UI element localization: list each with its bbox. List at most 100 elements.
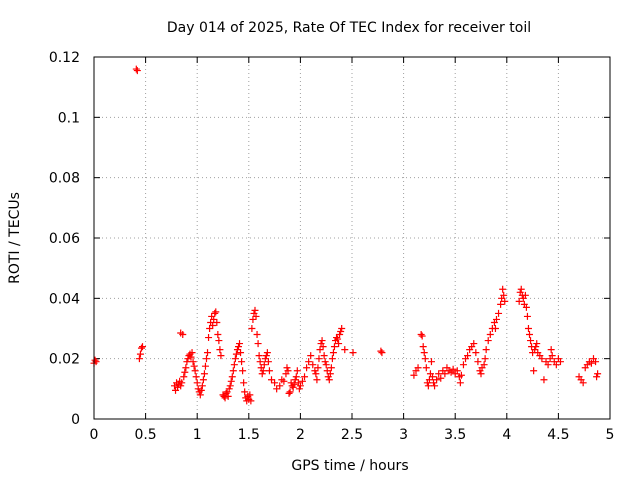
x-tick-label: 5 [606, 427, 615, 443]
roti-point [303, 364, 311, 372]
roti-point [273, 385, 281, 393]
roti-point [262, 352, 270, 360]
roti-point [421, 355, 429, 363]
roti-point [264, 358, 272, 366]
roti-point [377, 347, 385, 355]
roti-point [285, 389, 293, 397]
roti-point [305, 358, 313, 366]
roti-point [334, 335, 342, 343]
roti-point [548, 352, 556, 360]
roti-point [212, 308, 220, 316]
roti-point [314, 364, 322, 372]
roti-point [196, 391, 204, 399]
roti-point [284, 367, 292, 375]
roti-point [133, 67, 141, 75]
y-axis-title: ROTI / TECUs [7, 192, 23, 284]
roti-point [240, 379, 248, 387]
data-points [90, 65, 602, 405]
roti-point [205, 334, 213, 342]
roti-point [540, 376, 548, 384]
roti-point [486, 331, 494, 339]
roti-point [189, 358, 197, 366]
roti-point [523, 312, 531, 320]
roti-point [437, 374, 445, 382]
roti-point [221, 394, 229, 402]
roti-point [137, 344, 145, 352]
roti-point [594, 370, 602, 378]
roti-point [180, 373, 188, 381]
roti-point [459, 361, 467, 369]
roti-point [337, 328, 345, 336]
roti-point [259, 367, 267, 375]
roti-point [215, 337, 223, 345]
roti-point [431, 382, 439, 390]
roti-point [378, 349, 386, 357]
roti-point [316, 346, 324, 354]
roti-point [206, 325, 214, 332]
roti-point [323, 367, 331, 375]
x-axis-tick-labels: 0 0.5 1 1.5 2 2.5 3 3.5 4 4.5 5 [90, 427, 615, 443]
roti-point [204, 349, 212, 357]
roti-point [552, 361, 560, 369]
roti-point [321, 358, 329, 366]
roti-point [428, 373, 436, 381]
roti-point [132, 65, 140, 73]
roti-point [193, 379, 201, 387]
roti-point [191, 367, 199, 375]
roti-point [328, 355, 336, 363]
roti-point [188, 349, 196, 357]
roti-point [497, 300, 505, 308]
roti-point [268, 376, 276, 384]
roti-point [424, 382, 432, 390]
roti-point [326, 370, 334, 378]
roti-point [419, 343, 427, 351]
roti-point [200, 370, 208, 378]
roti-point [225, 385, 233, 393]
roti-point [524, 325, 532, 332]
roti-point [289, 383, 297, 391]
roti-point [533, 340, 541, 348]
roti-point [239, 367, 247, 375]
roti-point [179, 331, 187, 339]
roti-point [182, 364, 190, 372]
roti-point [184, 355, 192, 363]
roti-point [456, 379, 464, 387]
roti-point [255, 352, 263, 360]
roti-point [425, 376, 433, 384]
roti-point [464, 352, 472, 360]
roti-point [178, 379, 186, 387]
roti-point [320, 352, 328, 360]
roti-point [313, 376, 321, 384]
roti-point [330, 343, 338, 351]
roti-point [427, 358, 435, 366]
roti-point [230, 361, 238, 369]
roti-point [477, 370, 485, 378]
roti-point [202, 355, 210, 363]
roti-point [422, 364, 430, 372]
roti-point [227, 377, 235, 385]
roti-point [217, 352, 225, 360]
roti-point [499, 285, 507, 293]
roti-point [307, 352, 315, 360]
roti-point [251, 306, 259, 314]
roti-point [201, 362, 209, 370]
roti-point [495, 309, 503, 317]
roti-point [322, 361, 330, 369]
roti-point [301, 373, 309, 381]
roti-point [587, 359, 595, 367]
roti-point [241, 388, 249, 396]
roti-point [538, 355, 546, 363]
roti-point [312, 370, 320, 378]
roti-point [592, 358, 600, 366]
roti-point [254, 340, 262, 348]
roti-point [420, 349, 428, 357]
roti-point [213, 318, 221, 326]
roti-point [515, 297, 523, 305]
roti-point [349, 349, 357, 357]
roti-point [333, 334, 341, 342]
roti-point [261, 355, 269, 363]
roti-point [258, 370, 266, 378]
roti-point [482, 346, 490, 354]
roti-point [492, 315, 500, 323]
